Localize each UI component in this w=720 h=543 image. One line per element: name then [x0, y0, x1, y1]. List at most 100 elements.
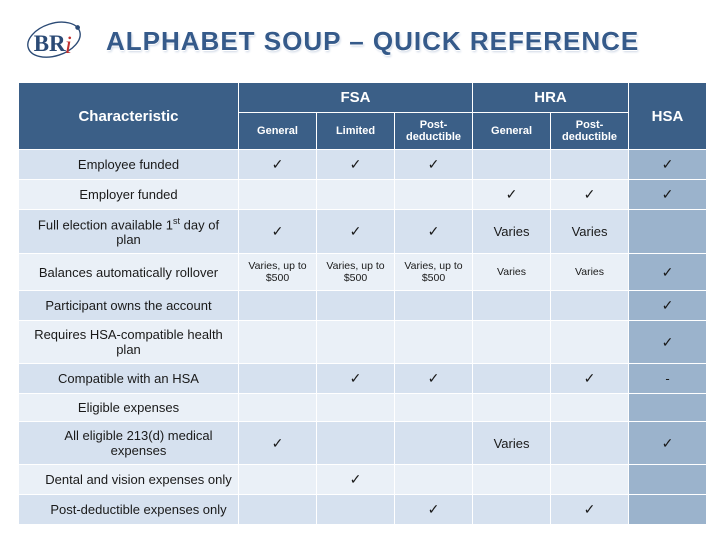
col-hra-postded: Post-deductible: [551, 113, 629, 150]
check-icon: ✓: [662, 334, 674, 350]
row-label: Participant owns the account: [19, 291, 239, 321]
check-icon: ✓: [350, 223, 362, 239]
cell: [551, 422, 629, 465]
check-icon: ✓: [350, 471, 362, 487]
cell: -: [629, 364, 707, 394]
page-title: ALPHABET SOUP – QUICK REFERENCE: [106, 26, 639, 57]
check-icon: ✓: [350, 156, 362, 172]
cell: [473, 364, 551, 394]
check-icon: ✓: [662, 186, 674, 202]
cell: [317, 394, 395, 422]
cell: ✓: [629, 321, 707, 364]
table-row: Eligible expenses: [19, 394, 707, 422]
cell: Varies, up to $500: [395, 254, 473, 291]
cell: [239, 321, 317, 364]
cell: [239, 495, 317, 525]
cell: ✓: [473, 180, 551, 210]
cell: [395, 465, 473, 495]
table-row: Post-deductible expenses only ✓ ✓: [19, 495, 707, 525]
table-row: Requires HSA-compatible health plan ✓: [19, 321, 707, 364]
check-icon: ✓: [584, 186, 596, 202]
cell: [473, 495, 551, 525]
cell: Varies, up to $500: [317, 254, 395, 291]
check-icon: ✓: [350, 370, 362, 386]
row-label: Employer funded: [19, 180, 239, 210]
row-label: Eligible expenses: [19, 394, 239, 422]
cell: ✓: [551, 495, 629, 525]
cell: ✓: [629, 254, 707, 291]
cell: ✓: [395, 150, 473, 180]
cell: ✓: [395, 495, 473, 525]
table-row: Participant owns the account ✓: [19, 291, 707, 321]
cell: [473, 465, 551, 495]
row-label: Dental and vision expenses only: [19, 465, 239, 495]
cell: Varies: [473, 422, 551, 465]
cell: ✓: [317, 150, 395, 180]
col-fsa-general: General: [239, 113, 317, 150]
col-group-hra: HRA: [473, 83, 629, 113]
cell: [239, 291, 317, 321]
comparison-table: Characteristic FSA HRA HSA General Limit…: [18, 82, 707, 525]
cell: ✓: [317, 210, 395, 254]
cell: [317, 495, 395, 525]
check-icon: ✓: [428, 223, 440, 239]
cell: [551, 150, 629, 180]
header: BR i ALPHABET SOUP – QUICK REFERENCE: [18, 14, 702, 68]
check-icon: ✓: [662, 297, 674, 313]
check-icon: ✓: [584, 370, 596, 386]
check-icon: ✓: [662, 264, 674, 280]
svg-text:BR: BR: [34, 31, 66, 56]
cell: ✓: [629, 291, 707, 321]
col-group-fsa: FSA: [239, 83, 473, 113]
cell: [239, 364, 317, 394]
cell: Varies: [473, 210, 551, 254]
check-icon: ✓: [662, 156, 674, 172]
table-row: Dental and vision expenses only ✓: [19, 465, 707, 495]
cell: [395, 291, 473, 321]
cell: ✓: [395, 364, 473, 394]
cell: Varies: [551, 254, 629, 291]
cell: ✓: [551, 180, 629, 210]
check-icon: ✓: [272, 223, 284, 239]
cell: [395, 321, 473, 364]
check-icon: ✓: [662, 435, 674, 451]
cell: ✓: [629, 150, 707, 180]
col-hsa: HSA: [629, 83, 707, 150]
check-icon: ✓: [272, 156, 284, 172]
check-icon: ✓: [428, 501, 440, 517]
col-characteristic: Characteristic: [19, 83, 239, 150]
cell: ✓: [239, 210, 317, 254]
cell: [317, 321, 395, 364]
check-icon: ✓: [428, 156, 440, 172]
row-label: Post-deductible expenses only: [19, 495, 239, 525]
cell: [395, 394, 473, 422]
cell: [239, 394, 317, 422]
cell: [473, 291, 551, 321]
cell: [473, 394, 551, 422]
table-row: Balances automatically rolloverVaries, u…: [19, 254, 707, 291]
table-row: All eligible 213(d) medical expenses✓Var…: [19, 422, 707, 465]
cell: ✓: [629, 422, 707, 465]
row-label: Full election available 1st day of plan: [19, 210, 239, 254]
cell: [551, 291, 629, 321]
cell: [473, 321, 551, 364]
cell: [629, 465, 707, 495]
cell: [317, 422, 395, 465]
check-icon: ✓: [272, 435, 284, 451]
svg-text:i: i: [65, 30, 72, 59]
cell: [473, 150, 551, 180]
cell: ✓: [395, 210, 473, 254]
col-hra-general: General: [473, 113, 551, 150]
row-label: Balances automatically rollover: [19, 254, 239, 291]
table-body: Employee funded✓✓✓✓Employer funded✓✓✓Ful…: [19, 150, 707, 525]
col-fsa-postded: Post-deductible: [395, 113, 473, 150]
table-row: Compatible with an HSA✓✓✓-: [19, 364, 707, 394]
cell: [317, 180, 395, 210]
brand-logo: BR i: [18, 14, 90, 68]
cell: [551, 321, 629, 364]
table-row: Employee funded✓✓✓✓: [19, 150, 707, 180]
check-icon: ✓: [584, 501, 596, 517]
row-label: Requires HSA-compatible health plan: [19, 321, 239, 364]
cell: Varies, up to $500: [239, 254, 317, 291]
table-row: Employer funded ✓ ✓ ✓: [19, 180, 707, 210]
